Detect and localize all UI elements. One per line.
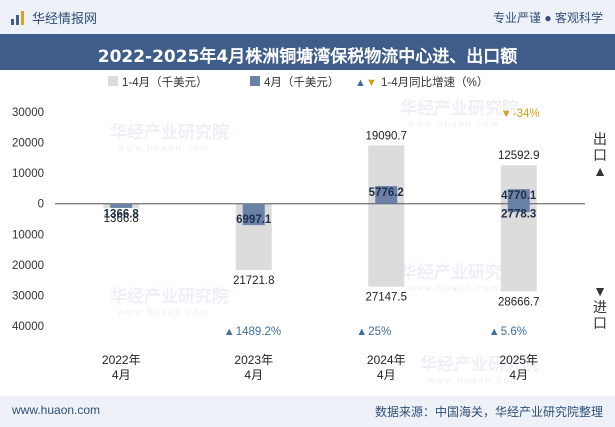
bar-cumulative-import	[500, 203, 537, 292]
watermark-text: 华经产业研究院	[400, 98, 519, 118]
y-tick-label: 20000	[12, 260, 44, 272]
brand-name: 华经情报网	[32, 11, 98, 26]
y-tick-label: 10000	[12, 229, 44, 241]
y-tick-label: 30000	[12, 107, 44, 119]
legend-swatch-2	[250, 76, 260, 86]
y-tick-label: 10000	[12, 168, 44, 180]
brand[interactable]: 华经情报网	[10, 8, 97, 27]
y-tick-label: 0	[38, 199, 44, 211]
legend-up-arrow-icon: ▲	[355, 77, 366, 89]
watermark-text: 华经产业研究院	[420, 354, 539, 374]
y-tick-label: 40000	[12, 321, 44, 333]
x-category-label: 4月	[377, 368, 396, 382]
bar-cumulative-import	[368, 203, 405, 287]
growth-import-arrow-icon: ▲	[356, 326, 367, 338]
growth-export-label: -34%	[513, 108, 540, 120]
data-label-cumulative-import: 21721.8	[233, 275, 275, 287]
export-side-label: 出口▲	[593, 131, 607, 179]
legend-label-1: 1-4月（千美元）	[122, 75, 208, 89]
growth-import-arrow-icon: ▲	[224, 326, 235, 338]
watermark-url: www.huaon.com	[117, 307, 210, 317]
tagline: 专业严谨 ● 客观科学	[493, 11, 603, 25]
legend-label-2: 4月（千美元）	[264, 75, 339, 89]
x-category-label: 2024年	[367, 353, 406, 367]
watermark-text: 华经产业研究院	[110, 122, 229, 142]
bottom-bar: www.huaon.com 数据来源：中国海关，华经产业研究院整理	[0, 396, 615, 427]
data-label-cumulative-import: 27147.5	[365, 292, 407, 304]
growth-import-label: 1489.2%	[236, 326, 281, 338]
top-bar: 华经情报网 专业严谨 ● 客观科学	[0, 0, 615, 34]
y-tick-label: 30000	[12, 290, 44, 302]
x-category-label: 4月	[112, 368, 131, 382]
title-bar: 2022-2025年4月株洲铜塘湾保税物流中心进、出口额	[0, 34, 615, 70]
x-category-label: 2025年	[499, 353, 538, 367]
data-label-month-export: 4770.1	[501, 190, 537, 202]
bar-month-import	[507, 203, 530, 213]
growth-import-label: 25%	[368, 326, 391, 338]
data-label-month-import: 2778.3	[501, 209, 536, 221]
growth-import-label: 5.6%	[501, 326, 527, 338]
data-label-cumulative-export: 12592.9	[498, 150, 540, 162]
chart-title: 2022-2025年4月株洲铜塘湾保税物流中心进、出口额	[97, 47, 518, 67]
data-label-cumulative-import: 28666.7	[498, 296, 540, 308]
watermark-text: 华经产业研究院	[400, 262, 519, 282]
bar-month-export	[375, 186, 398, 204]
x-category-label: 2023年	[234, 353, 273, 367]
growth-export-arrow-icon: ▼	[501, 108, 512, 120]
legend-label-3: 1-4月同比增速（%）	[381, 75, 488, 89]
data-label-cumulative-import: 1366.8	[104, 213, 139, 225]
watermark-url: www.huaon.com	[407, 119, 500, 129]
website-link[interactable]: www.huaon.com	[12, 403, 101, 417]
chart-canvas: 华经产业研究院www.huaon.com华经产业研究院www.huaon.com…	[12, 75, 585, 385]
watermark-url: www.huaon.com	[407, 283, 500, 293]
data-label-month-import: 1366.8	[104, 209, 140, 221]
x-category-label: 4月	[244, 368, 263, 382]
y-tick-label: 20000	[12, 138, 44, 150]
bar-month-import	[242, 203, 265, 226]
bar-month-import	[110, 203, 133, 208]
data-source: 数据来源：中国海关，华经产业研究院整理	[374, 405, 603, 419]
legend-down-arrow-icon: ▼	[366, 77, 377, 89]
data-label-month-export: 5776.2	[369, 187, 404, 199]
import-side-label: ▼进口	[593, 283, 607, 331]
growth-import-arrow-icon: ▲	[489, 326, 500, 338]
watermark-text: 华经产业研究院	[110, 286, 229, 306]
x-category-label: 4月	[509, 368, 528, 382]
watermark-url: www.huaon.com	[117, 143, 210, 153]
bar-month-export	[507, 189, 530, 204]
data-label-month-import: 6997.1	[236, 214, 272, 226]
watermark-url: www.huaon.com	[427, 375, 520, 385]
data-label-cumulative-export: 19090.7	[365, 130, 407, 142]
legend-swatch-1	[108, 76, 118, 86]
brand-logo-icon	[11, 11, 24, 25]
x-category-label: 2022年	[102, 353, 141, 367]
